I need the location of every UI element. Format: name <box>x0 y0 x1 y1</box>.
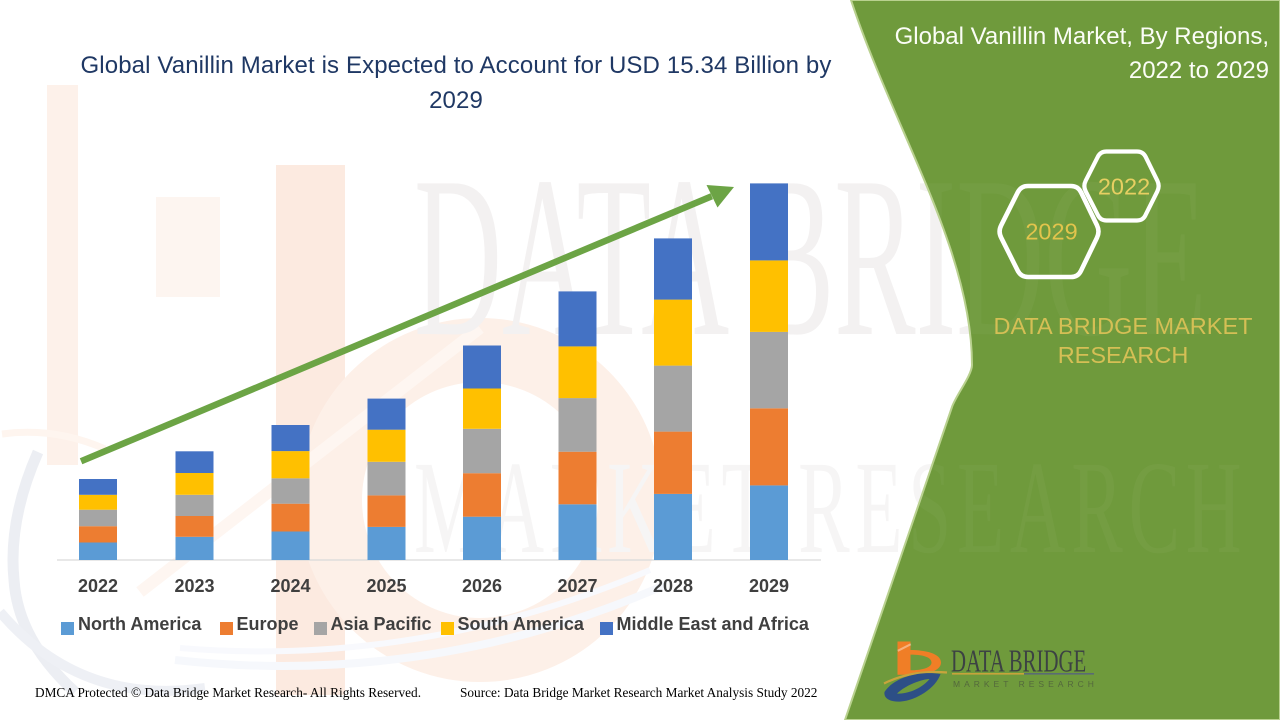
svg-text:DATA BRIDGE: DATA BRIDGE <box>951 643 1086 679</box>
svg-text:2022: 2022 <box>1098 174 1150 200</box>
svg-text:MARKET RESEARCH: MARKET RESEARCH <box>953 679 1098 689</box>
svg-text:2029: 2029 <box>1025 219 1077 245</box>
